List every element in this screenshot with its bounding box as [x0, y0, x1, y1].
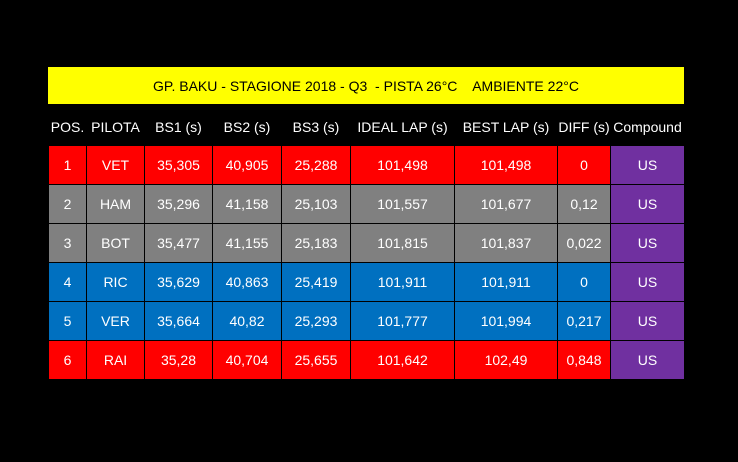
- bs2-cell: 41,158: [212, 184, 282, 224]
- ideal-lap-cell: 101,557: [350, 184, 455, 224]
- header-pos: POS.: [50, 118, 85, 135]
- bs2-cell: 40,905: [212, 145, 282, 185]
- bs3-cell: 25,419: [281, 262, 351, 302]
- driver-cell: VER: [86, 301, 145, 341]
- pos-cell: 5: [48, 301, 87, 341]
- ideal-lap-cell: 101,815: [350, 223, 455, 263]
- header-compound: Compound: [613, 118, 682, 135]
- bs3-cell: 25,655: [281, 340, 351, 380]
- driver-cell: HAM: [86, 184, 145, 224]
- bs2-cell: 40,704: [212, 340, 282, 380]
- header-bs1: BS1 (s): [155, 118, 202, 135]
- bs3-cell: 25,183: [281, 223, 351, 263]
- pos-cell: 3: [48, 223, 87, 263]
- table-row: 1 VET 35,305 40,905 25,288 101,498 101,4…: [48, 145, 685, 185]
- best-lap-cell: 101,677: [454, 184, 558, 224]
- bs1-cell: 35,629: [144, 262, 213, 302]
- header-ideal-lap: IDEAL LAP (s): [357, 118, 448, 135]
- compound-cell: US: [610, 262, 685, 302]
- best-lap-cell: 101,994: [454, 301, 558, 341]
- best-lap-cell: 101,498: [454, 145, 558, 185]
- header-bs2: BS2 (s): [223, 118, 271, 135]
- pos-cell: 2: [48, 184, 87, 224]
- ideal-lap-cell: 101,777: [350, 301, 455, 341]
- driver-cell: VET: [86, 145, 145, 185]
- compound-cell: US: [610, 145, 685, 185]
- diff-cell: 0,12: [557, 184, 611, 224]
- table-row: 4 RIC 35,629 40,863 25,419 101,911 101,9…: [48, 262, 685, 302]
- bs3-cell: 25,288: [281, 145, 351, 185]
- header-diff: DIFF (s): [558, 118, 610, 135]
- diff-cell: 0,217: [557, 301, 611, 341]
- driver-cell: RAI: [86, 340, 145, 380]
- bs1-cell: 35,296: [144, 184, 213, 224]
- diff-cell: 0,022: [557, 223, 611, 263]
- bs3-cell: 25,293: [281, 301, 351, 341]
- table-row: 5 VER 35,664 40,82 25,293 101,777 101,99…: [48, 301, 685, 341]
- bs1-cell: 35,477: [144, 223, 213, 263]
- header-best-lap: BEST LAP (s): [462, 118, 550, 135]
- ideal-lap-cell: 101,642: [350, 340, 455, 380]
- ideal-lap-cell: 101,911: [350, 262, 455, 302]
- compound-cell: US: [610, 340, 685, 380]
- best-lap-cell: 101,911: [454, 262, 558, 302]
- table-row: 6 RAI 35,28 40,704 25,655 101,642 102,49…: [48, 340, 685, 380]
- timing-table: POS. PILOTA BS1 (s) BS2 (s) BS3 (s) IDEA…: [48, 108, 685, 380]
- bs2-cell: 41,155: [212, 223, 282, 263]
- bs1-cell: 35,305: [144, 145, 213, 185]
- bs2-cell: 40,82: [212, 301, 282, 341]
- session-title: GP. BAKU - STAGIONE 2018 - Q3 - PISTA 26…: [48, 67, 684, 104]
- diff-cell: 0: [557, 262, 611, 302]
- diff-cell: 0,848: [557, 340, 611, 380]
- driver-cell: RIC: [86, 262, 145, 302]
- diff-cell: 0: [557, 145, 611, 185]
- header-bs3: BS3 (s): [292, 118, 340, 135]
- best-lap-cell: 101,837: [454, 223, 558, 263]
- header-pilota: PILOTA: [91, 118, 140, 135]
- bs1-cell: 35,28: [144, 340, 213, 380]
- pos-cell: 6: [48, 340, 87, 380]
- compound-cell: US: [610, 301, 685, 341]
- driver-cell: BOT: [86, 223, 145, 263]
- bs3-cell: 25,103: [281, 184, 351, 224]
- compound-cell: US: [610, 223, 685, 263]
- table-row: 3 BOT 35,477 41,155 25,183 101,815 101,8…: [48, 223, 685, 263]
- pos-cell: 1: [48, 145, 87, 185]
- pos-cell: 4: [48, 262, 87, 302]
- table-header-row: POS. PILOTA BS1 (s) BS2 (s) BS3 (s) IDEA…: [49, 108, 685, 146]
- bs2-cell: 40,863: [212, 262, 282, 302]
- table-row: 2 HAM 35,296 41,158 25,103 101,557 101,6…: [48, 184, 685, 224]
- best-lap-cell: 102,49: [454, 340, 558, 380]
- ideal-lap-cell: 101,498: [350, 145, 455, 185]
- bs1-cell: 35,664: [144, 301, 213, 341]
- compound-cell: US: [610, 184, 685, 224]
